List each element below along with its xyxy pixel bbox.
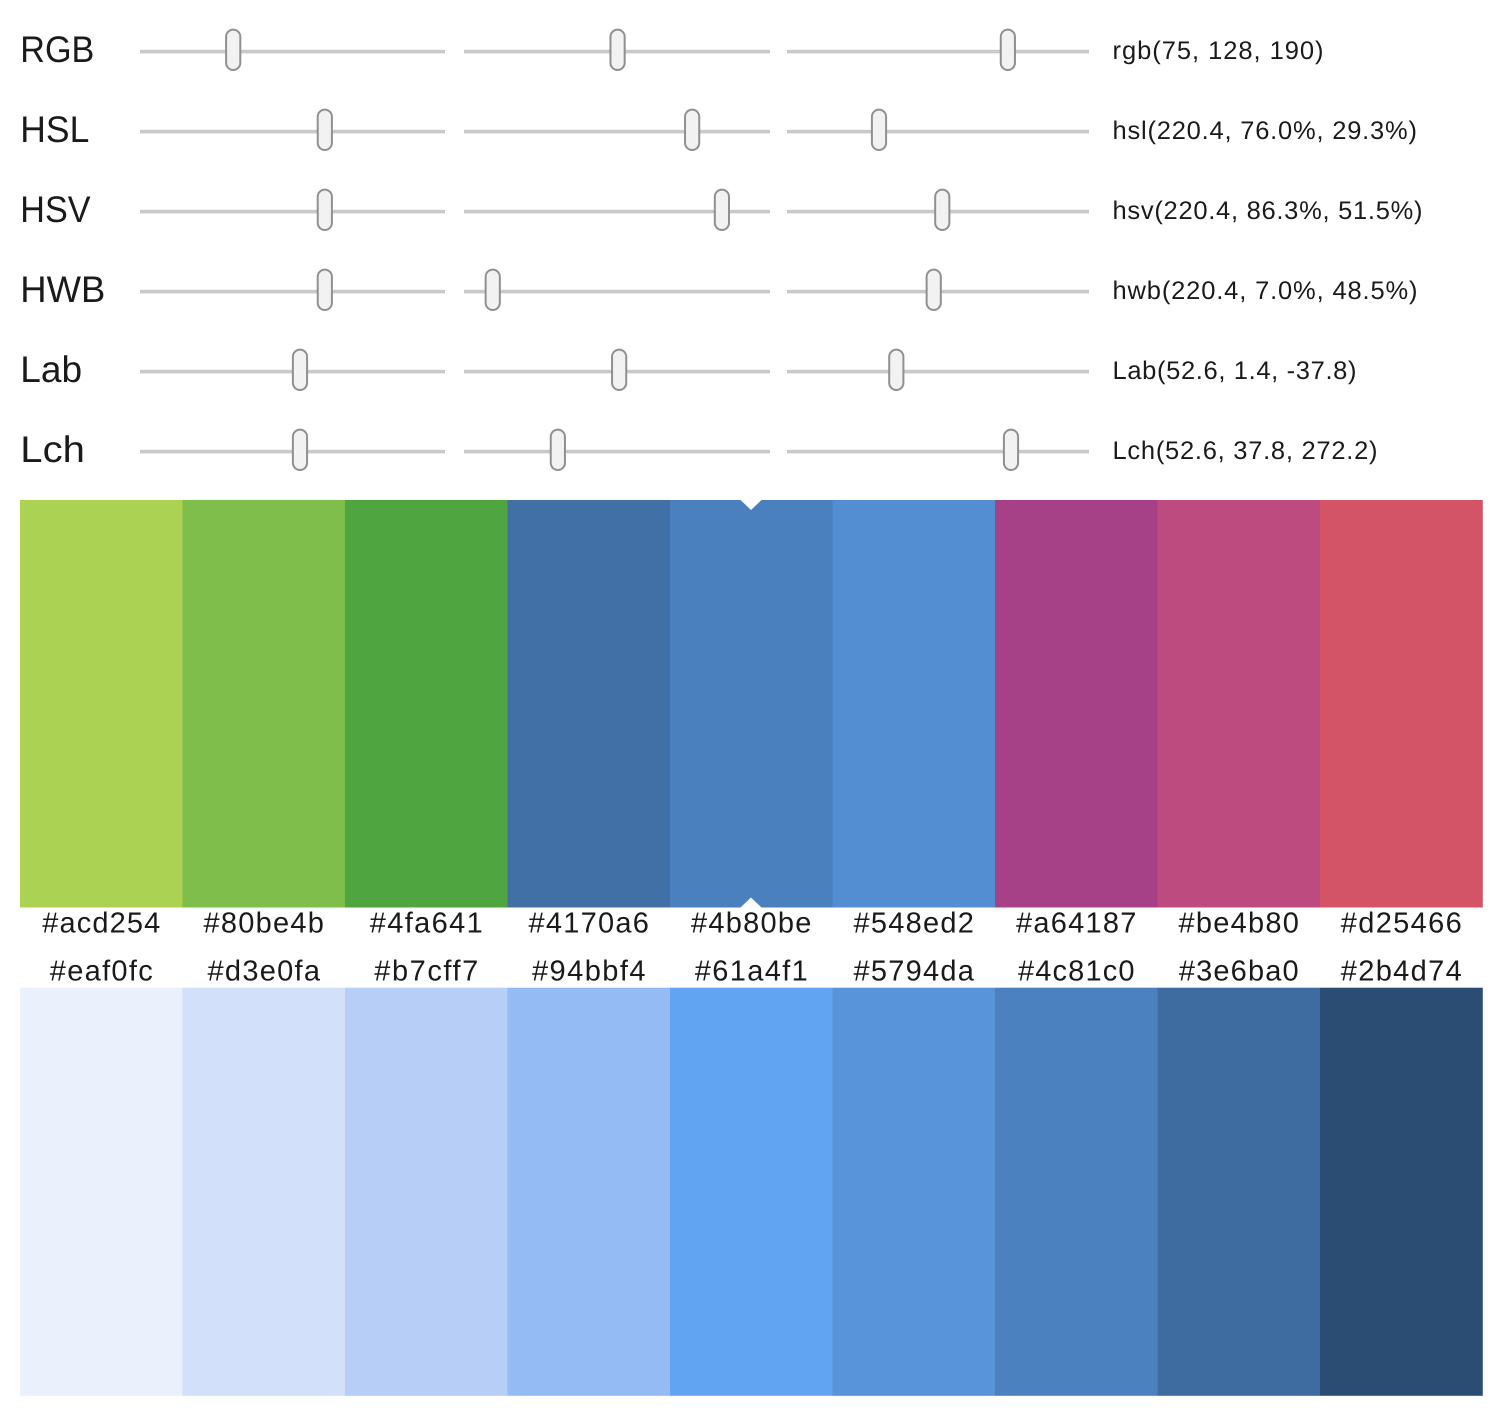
- svg-text:#4c81c0: #4c81c0: [1018, 956, 1135, 988]
- svg-text:hsv(220.4, 86.3%, 51.5%): hsv(220.4, 86.3%, 51.5%): [1113, 197, 1423, 225]
- svg-text:hwb(220.4, 7.0%, 48.5%): hwb(220.4, 7.0%, 48.5%): [1113, 277, 1418, 305]
- svg-text:#acd254: #acd254: [42, 908, 160, 940]
- svg-text:#548ed2: #548ed2: [854, 908, 974, 940]
- svg-text:RGB: RGB: [20, 29, 94, 70]
- svg-text:HSL: HSL: [20, 109, 89, 150]
- svg-text:rgb(75, 128, 190): rgb(75, 128, 190): [1113, 37, 1324, 65]
- svg-text:HSV: HSV: [20, 189, 90, 230]
- svg-text:Lab: Lab: [20, 349, 82, 390]
- svg-text:#eaf0fc: #eaf0fc: [50, 956, 153, 988]
- svg-text:#3e6ba0: #3e6ba0: [1179, 956, 1299, 988]
- svg-text:#2b4d74: #2b4d74: [1341, 956, 1462, 988]
- svg-text:#94bbf4: #94bbf4: [532, 956, 646, 988]
- svg-text:#be4b80: #be4b80: [1179, 908, 1299, 940]
- svg-text:#5794da: #5794da: [854, 956, 975, 988]
- svg-text:#4fa641: #4fa641: [370, 908, 483, 940]
- svg-text:#d25466: #d25466: [1341, 908, 1462, 940]
- svg-text:Lch(52.6, 37.8, 272.2): Lch(52.6, 37.8, 272.2): [1113, 437, 1378, 465]
- svg-text:#80be4b: #80be4b: [204, 908, 324, 940]
- svg-text:Lab(52.6, 1.4, -37.8): Lab(52.6, 1.4, -37.8): [1113, 357, 1357, 385]
- svg-text:#d3e0fa: #d3e0fa: [208, 956, 321, 988]
- svg-text:#4170a6: #4170a6: [529, 908, 649, 940]
- svg-text:HWB: HWB: [20, 269, 105, 310]
- svg-text:#a64187: #a64187: [1016, 908, 1136, 940]
- svg-text:hsl(220.4, 76.0%, 29.3%): hsl(220.4, 76.0%, 29.3%): [1113, 117, 1418, 145]
- svg-text:#61a4f1: #61a4f1: [695, 956, 808, 988]
- svg-text:#4b80be: #4b80be: [691, 908, 811, 940]
- svg-text:Lch: Lch: [20, 429, 85, 470]
